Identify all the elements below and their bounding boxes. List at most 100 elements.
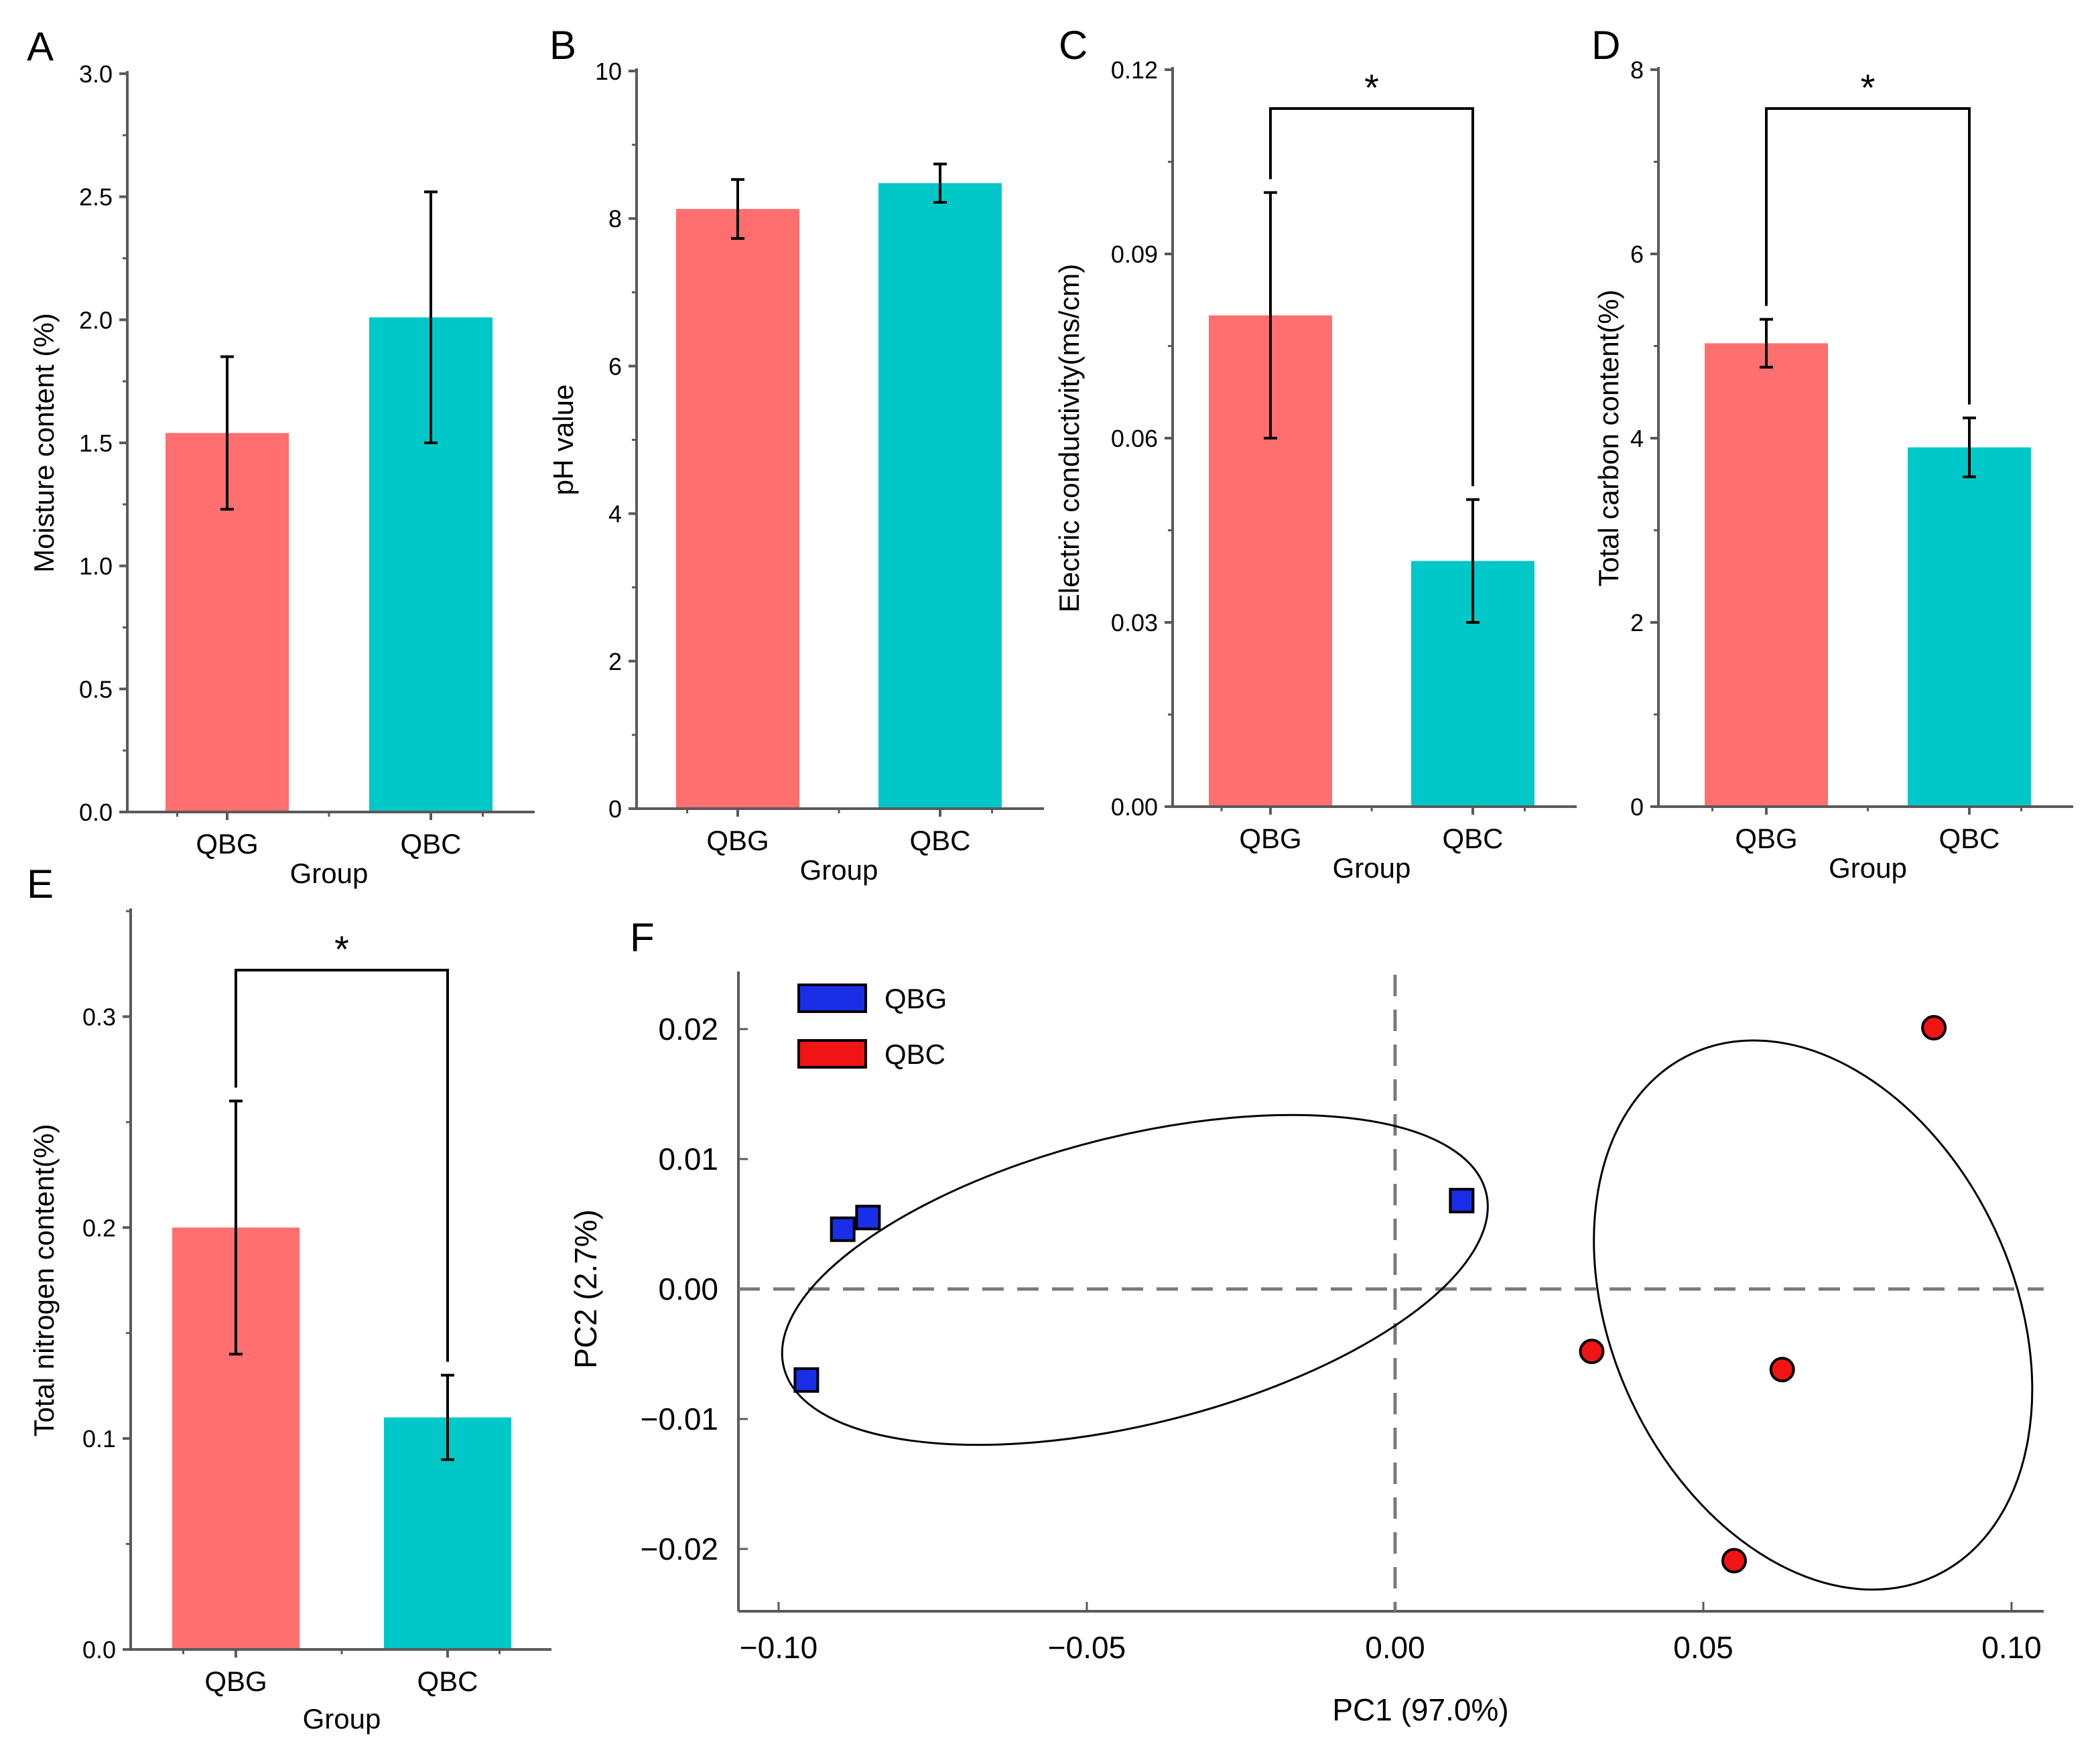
x-axis-title: Group [1333, 852, 1411, 884]
significance-bracket [235, 969, 449, 1362]
y-tick-label: 6 [1630, 241, 1644, 268]
y-tick-label: 0.3 [82, 1003, 116, 1030]
bracket-line [235, 969, 449, 1362]
panel-e-nitrogen-chart: E 0.0 0.1 0.2 0.3 QBG QBC Group Total nitrogen c… [27, 862, 551, 1735]
y-tick-label: 10 [595, 58, 622, 85]
y-tick-label: 0 [1630, 793, 1644, 821]
panel-letter: E [27, 862, 54, 906]
y-tick-label: 8 [608, 205, 622, 232]
x-axis-title: Group [303, 1703, 381, 1735]
significance-star: * [334, 928, 349, 970]
significance-star: * [1861, 66, 1876, 109]
x-axis-title: Group [290, 858, 369, 889]
error-bar-qbc [933, 162, 947, 204]
bracket-line [1269, 107, 1474, 486]
point-qbg [793, 1367, 819, 1393]
y-tick-label: 2 [1630, 609, 1644, 636]
y-axis-title: PC2 (2.7%) [568, 1209, 603, 1369]
y-tick-label: 2.5 [79, 184, 113, 211]
x-category-label: QBC [417, 1666, 478, 1697]
legend-swatch-qbc [797, 1039, 867, 1069]
x-category-label: QBG [196, 828, 258, 860]
y-tick-label: 4 [1630, 425, 1644, 452]
error-bar-qbc [424, 190, 438, 444]
bar-qbg [676, 208, 799, 809]
y-tick-label: 2.0 [79, 306, 113, 334]
y-tick-label: 0.06 [1111, 425, 1158, 452]
y-tick-label: 0.02 [658, 1012, 718, 1046]
legend-swatch-qbg [797, 984, 867, 1013]
confidence-ellipse-qbc [1593, 1039, 2034, 1591]
x-axis-title: Group [800, 854, 878, 886]
point-qbc [1579, 1339, 1605, 1365]
error-bar-qbg [731, 178, 744, 240]
y-tick-label: 0.0 [79, 799, 113, 826]
panel-d-carbon-chart: D 0 2 4 6 8 QBG QBC Group Total carbon content(%)… [1591, 23, 2073, 884]
error-bar-qbc [1963, 416, 1976, 478]
y-tick-label: 0.09 [1111, 241, 1158, 268]
significance-bracket [1269, 107, 1474, 486]
bar-qbg [1705, 343, 1828, 807]
error-bar-qbg [1264, 191, 1277, 439]
error-bar-qbg [229, 1099, 243, 1356]
point-qbc [1769, 1357, 1795, 1383]
y-tick-label: 6 [608, 352, 622, 380]
legend: QBG QBC [797, 983, 947, 1070]
panel-letter: F [630, 915, 655, 960]
y-tick-label: 0.00 [658, 1272, 718, 1306]
point-qbg [855, 1205, 881, 1231]
x-tick-label: 0.10 [1981, 1630, 2042, 1665]
x-tick-label: 0.05 [1673, 1630, 1733, 1665]
error-bar-qbg [220, 355, 234, 511]
point-qbg [830, 1216, 856, 1242]
panel-letter: D [1591, 23, 1620, 68]
y-tick-label: 0.2 [82, 1214, 116, 1241]
y-axis-title: Electric conductivity(ms/cm) [1053, 264, 1085, 612]
y-axis-title: Total carbon content(%) [1593, 289, 1624, 587]
confidence-ellipse-qbg [781, 1113, 1489, 1446]
x-axis-title: Group [1829, 852, 1907, 884]
legend-label-qbg: QBG [884, 983, 947, 1014]
panel-letter: A [27, 24, 54, 69]
x-axis-title: PC1 (97.0%) [1332, 1692, 1508, 1727]
y-tick-label: 1.5 [79, 429, 113, 457]
bar-qbc [1908, 447, 2031, 807]
y-axis-title: pH value [547, 385, 579, 496]
y-tick-label: 0.01 [658, 1142, 718, 1176]
error-bar-qbc [441, 1373, 454, 1461]
panel-letter: C [1059, 23, 1088, 68]
panel-c-conductivity-chart: C 0.00 0.03 0.06 0.09 0.12 QBG QBC Group Electric… [1053, 23, 1577, 884]
x-tick-label: −0.05 [1048, 1630, 1126, 1665]
point-qbc [1921, 1015, 1947, 1041]
x-category-label: QBC [1442, 823, 1503, 854]
panel-b-ph-chart: B 0 2 4 6 8 10 QBG QBC Group pH value [547, 23, 1044, 886]
panel-f-pca-chart: F −0.10 −0.05 0.00 0.05 0.10 0.02 0.01 0.00 −0.01… [568, 915, 2044, 1727]
y-tick-label: 0.03 [1111, 609, 1158, 636]
y-tick-label: −0.01 [641, 1402, 718, 1436]
significance-bracket [1765, 107, 1971, 405]
y-tick-label: 0.1 [82, 1425, 116, 1452]
error-bar-qbg [1760, 318, 1773, 369]
y-axis-title: Moisture content (%) [28, 313, 60, 572]
point-qbg [1449, 1188, 1475, 1214]
bracket-line [1765, 107, 1971, 405]
y-tick-label: 3.0 [79, 60, 113, 88]
legend-label-qbc: QBC [884, 1038, 945, 1070]
point-qbc [1721, 1548, 1747, 1574]
x-category-label: QBG [204, 1666, 267, 1697]
panel-a-moisture-chart: A 0.0 0.5 1.0 1.5 2.0 2.5 3.0 QBG QBC Group Moistur… [27, 24, 535, 889]
panel-letter: B [549, 23, 576, 68]
y-tick-label: 1.0 [79, 553, 113, 580]
y-tick-label: 8 [1630, 56, 1644, 84]
error-bar-qbc [1466, 498, 1480, 624]
x-category-label: QBG [706, 825, 769, 856]
x-category-label: QBC [400, 828, 461, 860]
y-tick-label: 0.5 [79, 675, 113, 703]
x-category-label: QBG [1239, 823, 1301, 854]
y-tick-label: 4 [608, 500, 622, 528]
x-category-label: QBG [1735, 823, 1797, 854]
x-tick-label: −0.10 [740, 1630, 817, 1665]
y-tick-label: −0.02 [641, 1532, 718, 1566]
y-tick-label: 0.12 [1111, 56, 1158, 84]
y-tick-label: 0.0 [82, 1636, 116, 1664]
